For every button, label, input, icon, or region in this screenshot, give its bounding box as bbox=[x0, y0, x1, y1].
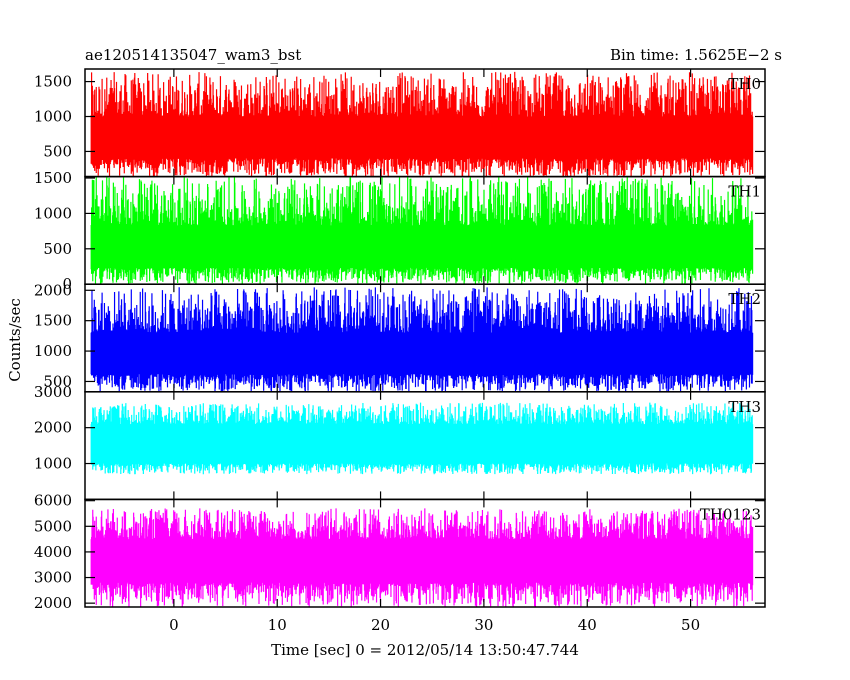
chart-subtitle: Bin time: 1.5625E−2 s bbox=[610, 46, 782, 64]
series-th3 bbox=[90, 402, 754, 475]
panel-th2: 500 1000 1500 2000 TH2 bbox=[34, 281, 766, 393]
panel-label: TH1 bbox=[728, 183, 761, 201]
panel-label: TH0123 bbox=[700, 505, 761, 523]
panel-label: TH3 bbox=[728, 398, 761, 416]
chart-title: ae120514135047_wam3_bst bbox=[85, 46, 301, 64]
y-tick-label: 5000 bbox=[34, 517, 72, 535]
x-tick-label: 50 bbox=[681, 616, 700, 634]
series-th2 bbox=[90, 287, 754, 392]
x-tick-label: 10 bbox=[268, 616, 287, 634]
y-tick-label: 2000 bbox=[34, 281, 72, 299]
y-tick-label: 1500 bbox=[34, 312, 72, 330]
panel-th1: 0 500 1000 1500 TH1 bbox=[34, 169, 766, 293]
x-tick-label: 0 bbox=[169, 616, 179, 634]
y-tick-label: 3000 bbox=[34, 383, 72, 401]
panels: 500 1000 1500 TH0 0 500 1000 1500 TH1 500 1000 1500… bbox=[34, 68, 766, 612]
y-tick-label: 0 bbox=[62, 275, 72, 293]
series-th1 bbox=[90, 176, 754, 285]
y-tick-label: 4000 bbox=[34, 543, 72, 561]
y-tick-label: 3000 bbox=[34, 569, 72, 587]
series-th0 bbox=[90, 71, 754, 178]
y-tick-label: 1500 bbox=[34, 73, 72, 91]
y-tick-label: 1000 bbox=[34, 455, 72, 473]
y-tick-label: 500 bbox=[43, 142, 72, 160]
x-axis: 0 10 20 30 40 50 bbox=[169, 616, 700, 634]
panel-th0123: 2000 3000 4000 5000 6000 TH0123 bbox=[34, 492, 766, 612]
series-th0123 bbox=[90, 508, 754, 607]
y-tick-label: 6000 bbox=[34, 492, 72, 510]
panel-label: TH0 bbox=[728, 75, 761, 93]
y-tick-label: 2000 bbox=[34, 419, 72, 437]
panel-th0: 500 1000 1500 TH0 bbox=[34, 68, 766, 178]
y-tick-label: 1500 bbox=[34, 169, 72, 187]
y-tick-label: 1000 bbox=[34, 342, 72, 360]
y-tick-label: 1000 bbox=[34, 204, 72, 222]
y-tick-label: 2000 bbox=[34, 594, 72, 612]
panel-th3: 1000 2000 3000 TH3 bbox=[34, 383, 766, 501]
y-tick-label: 500 bbox=[43, 372, 72, 390]
x-tick-label: 20 bbox=[371, 616, 390, 634]
x-tick-label: 30 bbox=[474, 616, 493, 634]
x-axis-label: Time [sec] 0 = 2012/05/14 13:50:47.744 bbox=[271, 641, 579, 659]
y-tick-label: 1000 bbox=[34, 108, 72, 126]
y-tick-label: 500 bbox=[43, 240, 72, 258]
panel-frame bbox=[84, 498, 766, 608]
x-tick-label: 40 bbox=[578, 616, 597, 634]
y-axis-label: Counts/sec bbox=[6, 298, 24, 382]
panel-label: TH2 bbox=[728, 290, 761, 308]
